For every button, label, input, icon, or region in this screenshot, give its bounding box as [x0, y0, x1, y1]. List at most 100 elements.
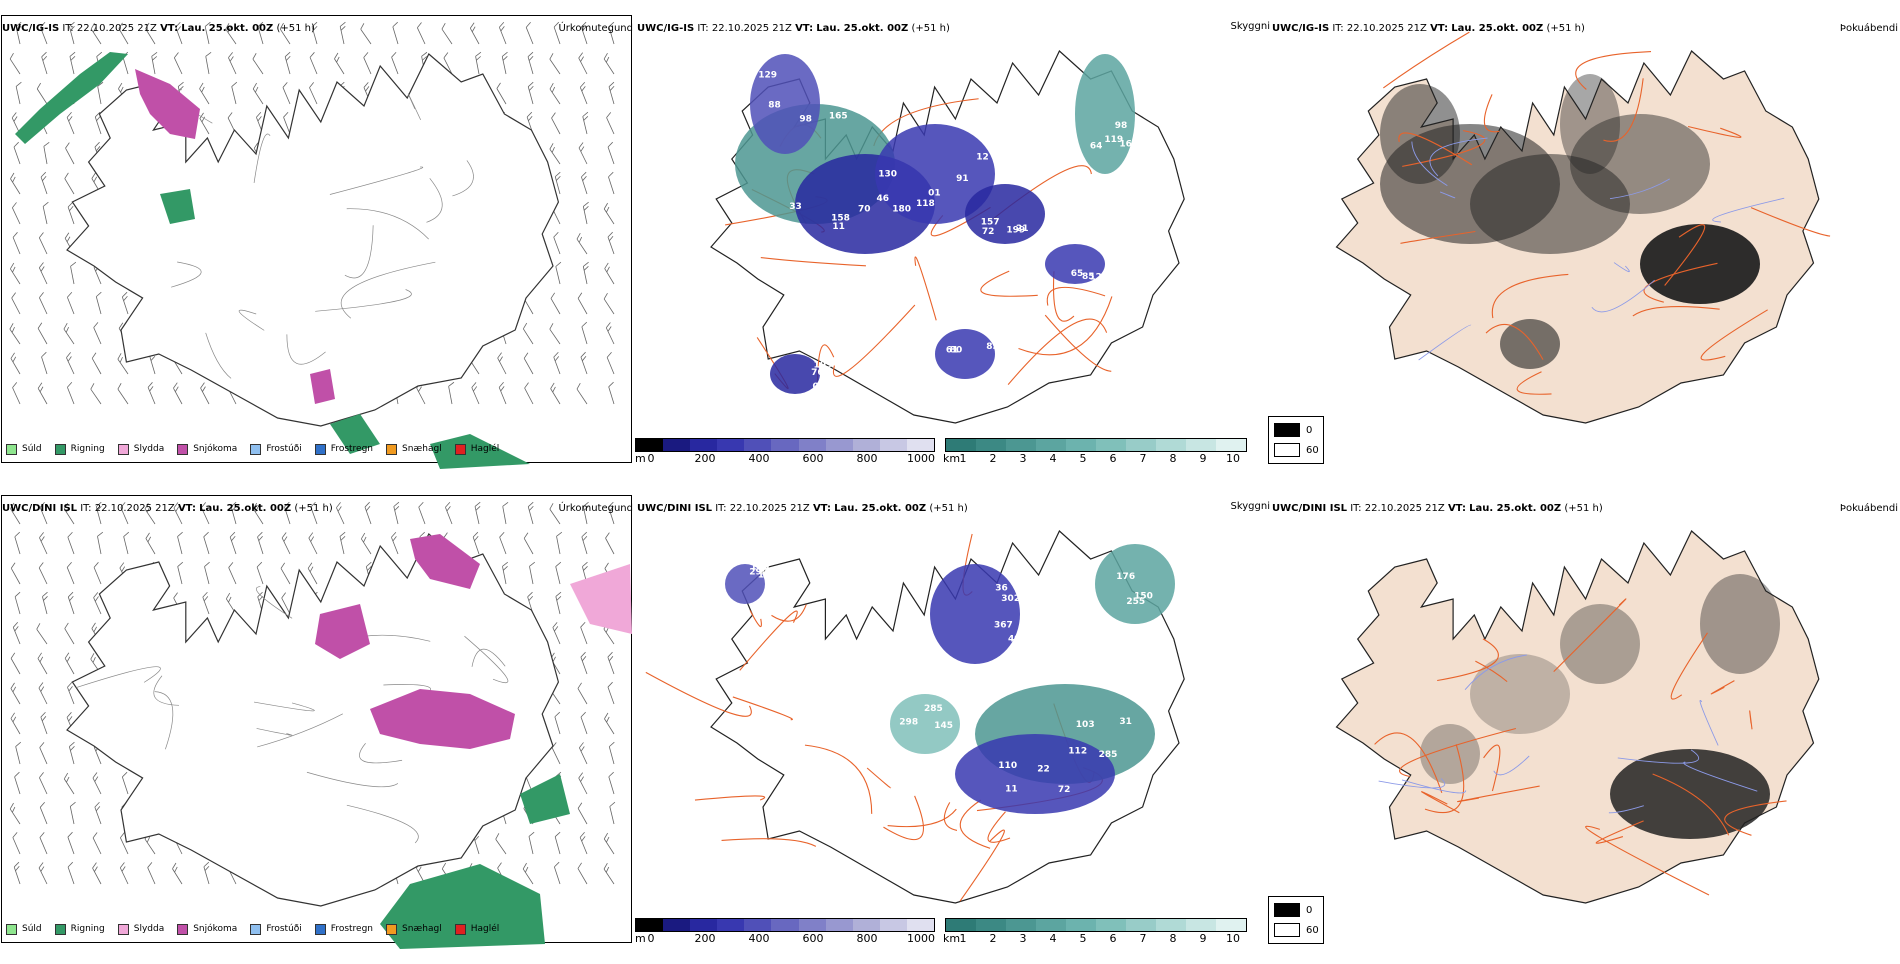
wind-barb	[471, 382, 480, 405]
wind-barb	[604, 262, 615, 285]
road-line	[171, 261, 202, 288]
tick-label: 9	[1199, 932, 1207, 945]
visibility-area	[1095, 544, 1175, 624]
rain-area	[330, 414, 380, 454]
wind-barb	[97, 531, 104, 555]
ceiling-label: 294	[749, 568, 768, 578]
visibility-area	[725, 564, 765, 604]
road-line	[832, 304, 916, 377]
wind-barb	[496, 82, 507, 105]
fog-swatch	[1274, 443, 1300, 457]
ceiling-label: 02	[813, 382, 826, 392]
legend-swatch	[54, 443, 66, 455]
legend-item: Slydda	[117, 442, 164, 456]
panel-title: Skyggni	[1230, 21, 1270, 32]
wind-barb	[228, 562, 237, 585]
visibility-colorbar	[945, 918, 1247, 932]
wind-barb	[145, 22, 156, 45]
visibility-area	[935, 329, 995, 379]
wind-barb	[120, 832, 129, 855]
wind-barb	[42, 201, 49, 225]
road-line	[1483, 744, 1501, 792]
ceiling-label: 298	[899, 718, 918, 728]
panel-header: UWC/DINI ISL IT: 22.10.2025 21Z VT: Lau.…	[1272, 503, 1898, 517]
road-line	[959, 829, 1005, 902]
road-line	[306, 771, 399, 788]
wind-barb	[10, 682, 21, 705]
road-line	[1399, 727, 1516, 778]
wind-barb	[63, 502, 75, 525]
road-line	[1383, 31, 1470, 89]
wind-barb	[120, 502, 129, 525]
road-line	[771, 604, 807, 622]
wind-barb	[36, 623, 48, 645]
wind-barb	[38, 862, 48, 885]
ceiling-label: 110	[998, 761, 1017, 771]
wind-barb	[118, 22, 129, 45]
ceiling-label: 01	[928, 189, 941, 199]
road-line	[887, 808, 957, 828]
road-line	[1398, 132, 1473, 166]
tick-label: 8	[1169, 932, 1177, 945]
wind-barb	[205, 51, 212, 75]
wind-barb	[608, 171, 615, 195]
wind-barb	[42, 591, 48, 615]
tick-label: 5	[1079, 932, 1087, 945]
wind-barb	[14, 591, 21, 615]
wind-barb	[281, 592, 291, 615]
wind-barb	[582, 261, 589, 285]
wind-barb	[339, 531, 346, 555]
wind-barb	[123, 531, 130, 555]
wind-barb	[43, 141, 50, 165]
colorbar-segment	[852, 439, 880, 451]
wind-barb	[578, 52, 588, 75]
road-line	[256, 728, 293, 736]
wind-barb	[391, 531, 399, 555]
road-line	[471, 648, 506, 667]
ceiling-label: 180	[892, 204, 911, 214]
wind-barb	[39, 502, 48, 525]
visibility-area	[770, 354, 820, 394]
river-line	[1411, 141, 1448, 186]
wind-barb	[39, 802, 48, 825]
valid-time: Lau. 25.okt. 00Z	[834, 503, 927, 514]
wind-barb	[549, 323, 561, 345]
tick-label: 1	[959, 452, 967, 465]
wind-barb	[67, 381, 75, 405]
tick-label: 7	[1139, 932, 1147, 945]
wind-barb	[502, 501, 509, 525]
wind-barb	[608, 771, 615, 795]
wind-barb	[555, 261, 562, 285]
wind-barb	[555, 561, 562, 585]
road-line	[346, 208, 429, 240]
wind-barb	[336, 502, 345, 525]
wind-barb	[578, 142, 588, 165]
wind-barb	[10, 262, 21, 285]
wind-barb	[498, 382, 507, 405]
road-line	[1491, 273, 1569, 319]
ceiling-colorbar	[635, 438, 935, 452]
panel-header: UWC/IG-IS IT: 22.10.2025 21Z VT: Lau. 25…	[2, 23, 633, 37]
river-line	[1609, 178, 1670, 200]
iceland-coastline	[66, 53, 560, 427]
road-line	[959, 799, 991, 849]
wind-barb	[97, 81, 104, 105]
wind-barb	[309, 82, 318, 105]
wind-barb	[203, 861, 210, 885]
wind-barb	[443, 52, 453, 75]
wind-barb	[40, 711, 48, 735]
wind-barb	[472, 531, 480, 555]
tick-label: 600	[802, 932, 824, 945]
valid-time: Lau. 25.okt. 00Z	[816, 23, 909, 34]
wind-barb	[14, 531, 21, 555]
wind-barb	[67, 591, 75, 615]
wind-barb	[522, 322, 534, 345]
legend-item: Haglél	[454, 442, 499, 456]
precip-map	[9, 501, 632, 949]
panel-title: Skyggni	[1230, 501, 1270, 512]
legend-label: Snæhagl	[402, 924, 442, 934]
ceiling-label: 157	[981, 218, 1000, 228]
tick-label: 2	[989, 932, 997, 945]
wind-barb	[39, 292, 48, 315]
river-line	[1712, 197, 1785, 223]
